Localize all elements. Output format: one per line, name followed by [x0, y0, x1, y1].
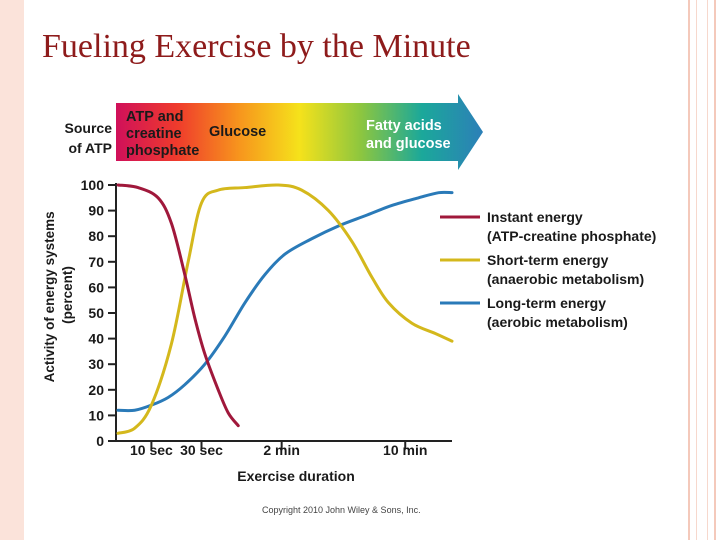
- y-axis-title: Activity of energy systems (percent): [42, 208, 75, 383]
- source-segment-3-line-1: Fatty acids: [366, 118, 442, 134]
- y-tick-label: 40: [88, 331, 104, 347]
- x-tick-label: 2 min: [263, 442, 300, 458]
- y-tick-label: 80: [88, 228, 104, 244]
- legend-label: Long-term energy: [487, 295, 606, 311]
- source-label-line2: of ATP: [68, 140, 112, 156]
- source-segment-2-line-1: Glucose: [209, 124, 266, 140]
- legend-description: (aerobic metabolism): [487, 314, 628, 330]
- copyright-notice: Copyright 2010 John Wiley & Sons, Inc.: [262, 505, 421, 515]
- source-segment-1-line-1: ATP and: [126, 109, 183, 125]
- slide-title: Fueling Exercise by the Minute: [42, 28, 471, 65]
- y-tick-label: 20: [88, 382, 104, 398]
- right-decorative-border: [688, 0, 716, 540]
- y-tick-label: 90: [88, 203, 104, 219]
- source-label-line1: Source: [65, 120, 113, 136]
- x-tick-label: 30 sec: [180, 442, 223, 458]
- y-tick-label: 100: [81, 177, 105, 193]
- left-decorative-band: [0, 0, 24, 540]
- series-line-instant-energy: [116, 183, 240, 428]
- legend-label: Short-term energy: [487, 252, 609, 268]
- y-tick-label: 70: [88, 254, 104, 270]
- source-segment-1-line-2: creatine: [126, 126, 182, 142]
- x-tick-label: 10 min: [383, 442, 427, 458]
- series-line-long-term-energy: [116, 190, 454, 413]
- legend-description: (anaerobic metabolism): [487, 271, 644, 287]
- series-line-short-term-energy: [116, 183, 454, 435]
- legend-description: (ATP-creatine phosphate): [487, 228, 656, 244]
- y-tick-label: 30: [88, 356, 104, 372]
- y-tick-label: 0: [96, 433, 104, 449]
- x-axis-title: Exercise duration: [237, 468, 355, 484]
- legend-label: Instant energy: [487, 209, 583, 225]
- y-tick-label: 10: [88, 407, 104, 423]
- x-tick-label: 10 sec: [130, 442, 173, 458]
- right-decorative-border-inner: [696, 0, 708, 540]
- source-segment-1-line-3: phosphate: [126, 143, 199, 159]
- y-tick-label: 60: [88, 279, 104, 295]
- source-segment-3-line-2: and glucose: [366, 136, 451, 152]
- source-gradient-arrow: [116, 94, 483, 170]
- y-tick-label: 50: [88, 305, 104, 321]
